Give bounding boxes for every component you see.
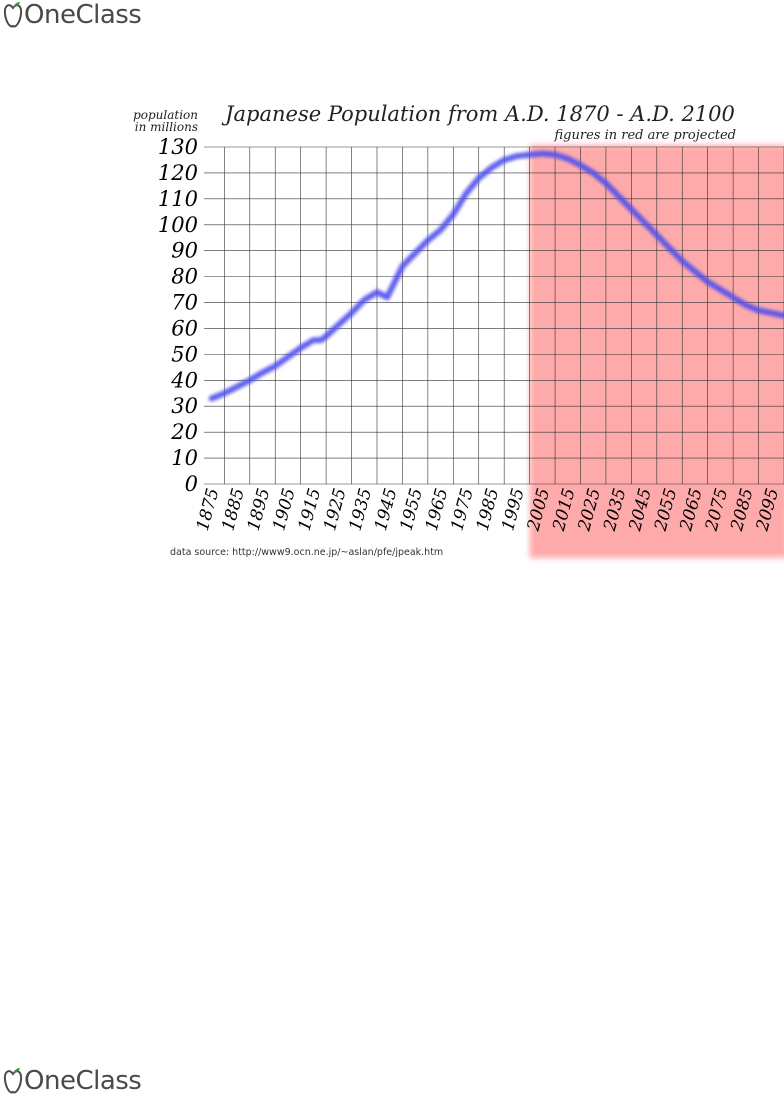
y-axis-label-line2: in millions	[135, 120, 198, 134]
y-tick-label: 130	[158, 135, 198, 159]
oneclass-logo-bottom: OneClass	[2, 1066, 142, 1096]
brand-name: OneClass	[24, 1066, 142, 1096]
y-tick-label: 10	[171, 446, 198, 470]
y-tick-label: 110	[158, 187, 198, 211]
y-tick-label: 40	[170, 368, 198, 392]
y-tick-label: 70	[171, 291, 198, 315]
oneclass-logo-top: OneClass	[2, 0, 142, 30]
grid	[204, 146, 784, 485]
y-axis-label-line1: population	[133, 108, 198, 122]
data-source-note: data source: http://www9.ocn.ne.jp/~asla…	[170, 547, 443, 558]
y-tick-label: 90	[171, 239, 198, 263]
apple-icon	[2, 0, 24, 30]
y-tick-label: 0	[185, 472, 198, 496]
chart-subtitle: figures in red are projected	[554, 128, 737, 143]
brand-name: OneClass	[24, 0, 142, 30]
y-tick-label: 120	[158, 161, 198, 185]
y-tick-label: 50	[171, 342, 198, 366]
apple-icon	[2, 1066, 24, 1096]
y-tick-label: 30	[171, 394, 198, 418]
y-tick-label: 60	[171, 316, 198, 340]
y-tick-label: 80	[171, 265, 198, 289]
y-tick-label: 20	[170, 420, 198, 444]
chart-title: Japanese Population from A.D. 1870 - A.D…	[221, 102, 735, 126]
y-tick-label: 100	[158, 213, 198, 237]
population-series-line	[208, 150, 784, 402]
